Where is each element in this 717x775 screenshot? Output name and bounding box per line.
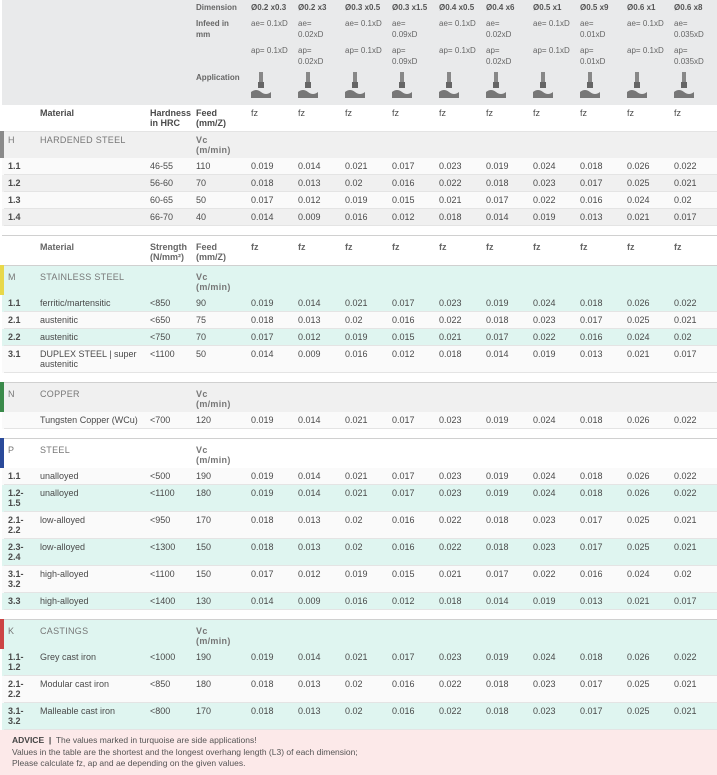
advice-label: ADVICE: [12, 735, 44, 745]
dim-col-8: Ø0.6 x1: [623, 0, 670, 16]
dim-col-4: Ø0.4 x0.5: [435, 0, 482, 16]
data-row: 2.2austenitic<750700.0170.0120.0190.0150…: [2, 329, 717, 346]
col-label-row: Material Hardness in HRC Feed (mm/Z) fz …: [2, 105, 717, 132]
endmill-icon: [580, 72, 600, 98]
endmill-icon: [627, 72, 647, 98]
data-row: 1.146-551100.0190.0140.0210.0170.0230.01…: [2, 158, 717, 175]
cutting-data-sheet: Dimension Ø0.2 x0.3Ø0.2 x3Ø0.3 x0.5Ø0.3 …: [0, 0, 717, 775]
material-col-label: Material: [36, 105, 146, 132]
data-row: 3.1-3.2high-alloyed<11001500.0170.0120.0…: [2, 566, 717, 593]
dim-col-2: Ø0.3 x0.5: [341, 0, 388, 16]
dim-col-0: Ø0.2 x0.3: [247, 0, 294, 16]
section-header-H: HHARDENED STEELVc (m/min): [2, 132, 717, 159]
data-row: 1.1-1.2Grey cast iron<10001900.0190.0140…: [2, 649, 717, 676]
dim-col-3: Ø0.3 x1.5: [388, 0, 435, 16]
section-cols-M: MaterialStrength (N/mm²)Feed (mm/Z)fzfzf…: [2, 236, 717, 266]
dim-col-6: Ø0.5 x1: [529, 0, 576, 16]
endmill-icon: [392, 72, 412, 98]
data-row: 2.1-2.2low-alloyed<9501700.0180.0130.020…: [2, 512, 717, 539]
data-row: 1.466-70400.0140.0090.0160.0120.0180.014…: [2, 209, 717, 226]
endmill-icon: [533, 72, 553, 98]
fz-label: fz: [247, 105, 294, 132]
section-header-K: KCASTINGSVc (m/min): [2, 620, 717, 650]
hardness-col-label: Hardness in HRC: [146, 105, 192, 132]
dim-col-5: Ø0.4 x6: [482, 0, 529, 16]
data-row: 2.1-2.2Modular cast iron<8501800.0180.01…: [2, 676, 717, 703]
endmill-icon: [251, 72, 271, 98]
data-row: 2.1austenitic<650750.0180.0130.020.0160.…: [2, 312, 717, 329]
data-row: 3.1DUPLEX STEEL | super austenitic<11005…: [2, 346, 717, 373]
dim-col-1: Ø0.2 x3: [294, 0, 341, 16]
ap-row: ap= 0.1xDap= 0.02xDap= 0.1xDap= 0.09xDap…: [2, 43, 717, 70]
application-row: Application: [2, 70, 717, 105]
dimension-label: Dimension: [192, 0, 247, 16]
data-row: 3.1-3.2Malleable cast iron<8001700.0180.…: [2, 703, 717, 730]
infeed-label: Infeed in mm: [192, 16, 247, 43]
data-row: 3.3high-alloyed<14001300.0140.0090.0160.…: [2, 593, 717, 610]
endmill-icon: [486, 72, 506, 98]
main-table: Dimension Ø0.2 x0.3Ø0.2 x3Ø0.3 x0.5Ø0.3 …: [0, 0, 717, 730]
advice-box: ADVICE | The values marked in turquoise …: [0, 730, 717, 774]
data-row: 1.360-65500.0170.0120.0190.0150.0210.017…: [2, 192, 717, 209]
header-block: Dimension Ø0.2 x0.3Ø0.2 x3Ø0.3 x0.5Ø0.3 …: [2, 0, 717, 105]
column-labels: Material Hardness in HRC Feed (mm/Z) fz …: [2, 105, 717, 132]
endmill-icon: [345, 72, 365, 98]
feed-col-label: Feed (mm/Z): [192, 105, 247, 132]
sections-body: HHARDENED STEELVc (m/min)1.146-551100.01…: [2, 132, 717, 730]
section-header-N: NCOPPERVc (m/min): [2, 383, 717, 413]
dim-col-9: Ø0.6 x8: [670, 0, 717, 16]
data-row: 1.2-1.5unalloyed<11001800.0190.0140.0210…: [2, 485, 717, 512]
data-row: Tungsten Copper (WCu)<7001200.0190.0140.…: [2, 412, 717, 429]
infeed-row: Infeed in mm ae= 0.1xDae= 0.02xDae= 0.1x…: [2, 16, 717, 43]
data-row: 1.1ferritic/martensitic<850900.0190.0140…: [2, 295, 717, 312]
data-row: 1.256-60700.0180.0130.020.0160.0220.0180…: [2, 175, 717, 192]
advice-line1: The values marked in turquoise are side …: [56, 735, 257, 745]
section-header-M: MSTAINLESS STEELVc (m/min): [2, 266, 717, 296]
advice-line2: Values in the table are the shortest and…: [12, 747, 358, 757]
dimension-row: Dimension Ø0.2 x0.3Ø0.2 x3Ø0.3 x0.5Ø0.3 …: [2, 0, 717, 16]
endmill-icon: [674, 72, 694, 98]
application-label: Application: [192, 70, 247, 105]
endmill-icon: [439, 72, 459, 98]
dim-col-7: Ø0.5 x9: [576, 0, 623, 16]
section-header-P: PSTEELVc (m/min): [2, 439, 717, 469]
data-row: 2.3-2.4low-alloyed<13001500.0180.0130.02…: [2, 539, 717, 566]
data-row: 1.1unalloyed<5001900.0190.0140.0210.0170…: [2, 468, 717, 485]
advice-line3: Please calculate fz, ap and ae depending…: [12, 758, 245, 768]
endmill-icon: [298, 72, 318, 98]
